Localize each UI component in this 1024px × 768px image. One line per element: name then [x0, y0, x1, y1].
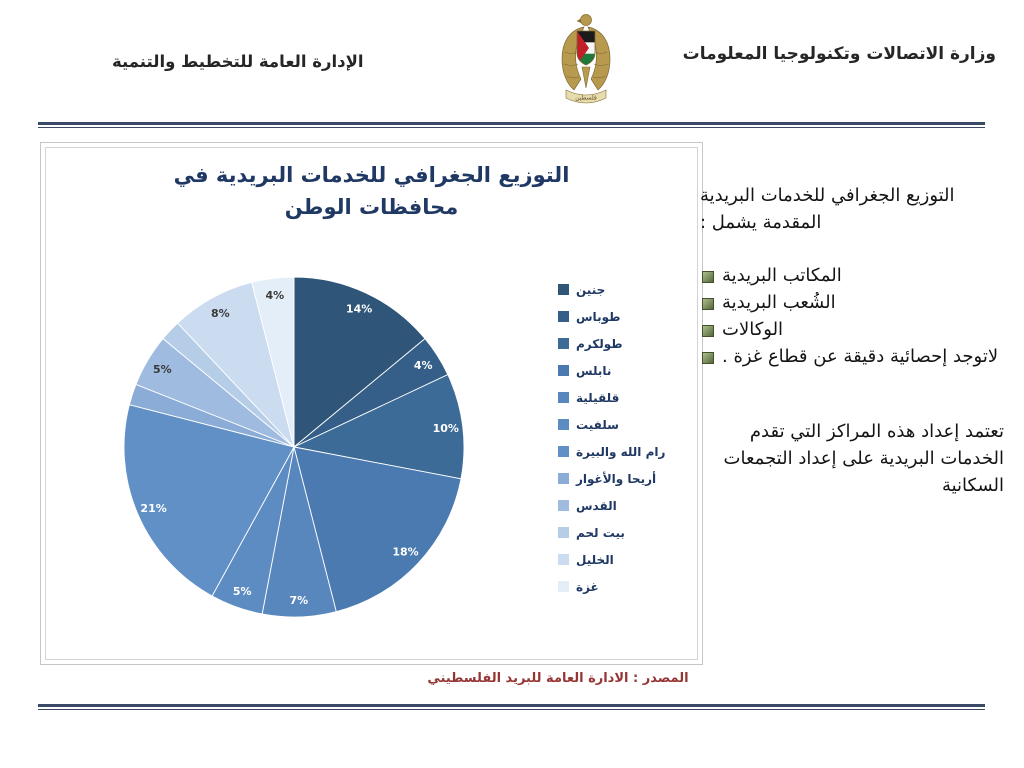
pie-slice-0 [293, 276, 426, 448]
intro-text: التوزيع الجغرافي للخدمات البريدية المقدم… [700, 185, 955, 233]
legend-swatch-icon [558, 446, 569, 457]
pie-slice-3 [293, 446, 462, 613]
legend-swatch-icon [558, 527, 569, 538]
legend-swatch-icon [558, 500, 569, 511]
legend-label: غزة [576, 579, 599, 594]
square-bullet-icon [702, 325, 714, 337]
note-paragraph: تعتمد إعداد هذه المراكز التي تقدم الخدما… [723, 421, 1004, 496]
legend-label: سلفيت [576, 417, 619, 432]
pie-slice-2 [292, 374, 465, 480]
pie-chart: 14% 4% 10% 18% 7% 5% 21% 5% 8% 4% [123, 276, 465, 618]
bullet-list: المكاتب البريدية الشُعب البريدية الوكالا… [700, 262, 1004, 370]
chart-area: التوزيع الجغرافي للخدمات البريدية في محا… [45, 147, 698, 660]
footer-divider [38, 704, 985, 710]
pie-slice-6 [123, 404, 295, 597]
legend-item: قلقيلية [558, 384, 700, 411]
legend-swatch-icon [558, 419, 569, 430]
square-bullet-icon [702, 352, 714, 364]
bullet-item: المكاتب البريدية [700, 262, 1004, 289]
pie-data-label: 4% [265, 289, 284, 302]
legend-label: جنين [576, 282, 606, 297]
legend-swatch-icon [558, 473, 569, 484]
pie-data-label: 10% [433, 422, 459, 435]
bullet-item: لاتوجد إحصائية دقيقة عن قطاع غزة . [700, 343, 1004, 370]
legend-label: أريحا والأغوار [576, 471, 657, 486]
legend-swatch-icon [558, 338, 569, 349]
info-column: التوزيع الجغرافي للخدمات البريدية المقدم… [700, 182, 1004, 499]
pie-data-label: 5% [153, 363, 172, 376]
bullet-text: لاتوجد إحصائية دقيقة عن قطاع غزة . [722, 346, 999, 367]
pie-data-label: 8% [211, 307, 230, 320]
emblem-banner-text: فلسطين [575, 95, 597, 102]
legend-item: طولكرم [558, 330, 700, 357]
legend-item: سلفيت [558, 411, 700, 438]
legend-swatch-icon [558, 311, 569, 322]
bullet-item: الشُعب البريدية [700, 289, 1004, 316]
legend-label: طولكرم [576, 336, 623, 351]
emblem-banner [565, 89, 607, 104]
pie-data-label: 7% [289, 594, 308, 607]
eagle-head [580, 14, 592, 26]
department-title: الإدارة العامة للتخطيط والتنمية [112, 52, 364, 71]
legend-item: رام الله والبيرة [558, 438, 700, 465]
legend-label: طوباس [576, 309, 621, 324]
bullet-item: الوكالات [700, 316, 1004, 343]
legend-item: طوباس [558, 303, 700, 330]
legend-label: نابلس [576, 363, 612, 378]
palestine-emblem-icon: فلسطين [561, 14, 611, 104]
legend-item: بيت لحم [558, 519, 700, 546]
chart-title: التوزيع الجغرافي للخدمات البريدية في محا… [173, 163, 570, 219]
legend-item: جنين [558, 276, 700, 303]
legend-label: الخليل [576, 552, 614, 567]
bullet-text: المكاتب البريدية [722, 265, 842, 286]
legend-swatch-icon [558, 554, 569, 565]
source-caption: المصدر : الادارة العامة للبريد الفلسطيني [427, 671, 689, 686]
pie-data-label: 4% [414, 359, 433, 372]
legend-swatch-icon [558, 392, 569, 403]
bullet-text: الشُعب البريدية [722, 292, 836, 313]
pie-data-label: 21% [140, 502, 166, 515]
bullet-text: الوكالات [722, 319, 784, 340]
square-bullet-icon [702, 298, 714, 310]
legend-item: الخليل [558, 546, 700, 573]
legend-item: أريحا والأغوار [558, 465, 700, 492]
legend-swatch-icon [558, 581, 569, 592]
legend-label: قلقيلية [576, 390, 620, 405]
ministry-title: وزارة الاتصالات وتكنولوجيا المعلومات [682, 44, 996, 64]
square-bullet-icon [702, 271, 714, 283]
legend-label: القدس [576, 498, 617, 513]
pie-data-label: 5% [233, 585, 252, 598]
legend-swatch-icon [558, 284, 569, 295]
chart-panel: التوزيع الجغرافي للخدمات البريدية في محا… [40, 142, 703, 665]
chart-legend: جنين طوباس طولكرم نابلس قلقيلية سلفيت رام الله… [558, 276, 700, 600]
legend-label: رام الله والبيرة [576, 444, 666, 459]
pie-data-label: 14% [346, 303, 372, 316]
legend-item: نابلس [558, 357, 700, 384]
legend-label: بيت لحم [576, 525, 625, 540]
legend-swatch-icon [558, 365, 569, 376]
header-divider [38, 122, 985, 128]
legend-item: غزة [558, 573, 700, 600]
pie-slice-11 [251, 276, 295, 448]
flag-shield [576, 30, 596, 66]
pie-data-label: 18% [392, 546, 418, 559]
legend-item: القدس [558, 492, 700, 519]
